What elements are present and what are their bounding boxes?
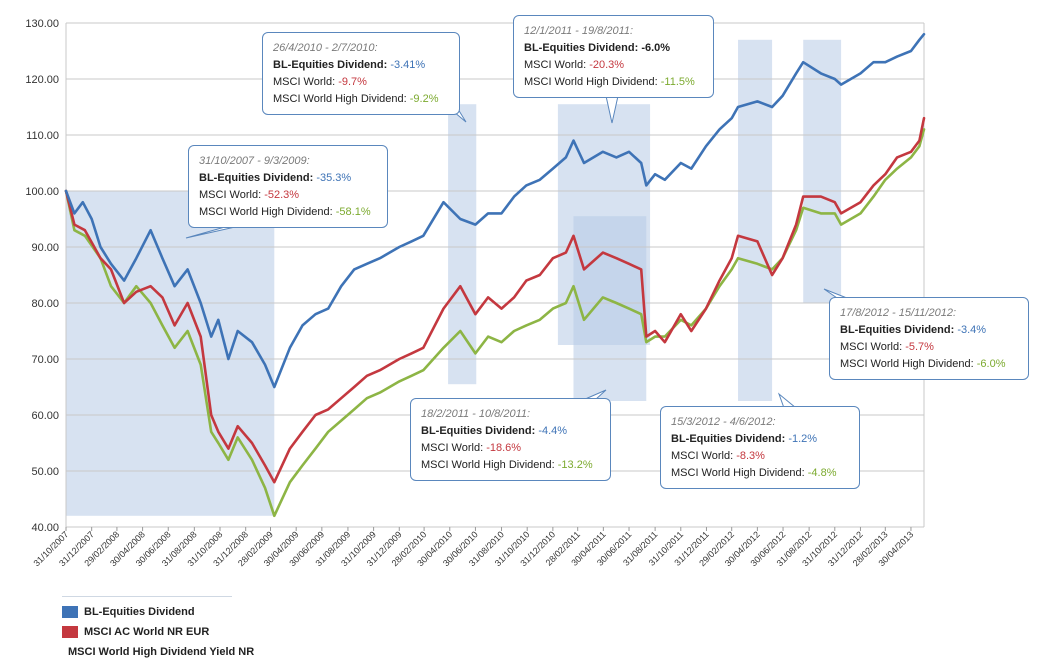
annotation-value-world: -9.7% <box>338 76 367 88</box>
annotation-label-bl: BL-Equities Dividend: <box>273 59 388 71</box>
shaded-period <box>738 39 773 402</box>
annotation-value-bl: -3.4% <box>957 324 987 336</box>
annotation-label-hd: MSCI World High Dividend: <box>199 206 333 218</box>
legend-divider <box>62 596 232 597</box>
annotation-value-hd: -11.5% <box>660 76 695 88</box>
annotation-label-world: MSCI World: <box>840 341 903 353</box>
annotation-label-bl: BL-Equities Dividend: <box>840 324 955 336</box>
annotation-callout: 26/4/2010 - 2/7/2010: BL-Equities Divide… <box>262 32 460 115</box>
annotation-callout: 31/10/2007 - 9/3/2009: BL-Equities Divid… <box>188 145 388 228</box>
annotation-label-hd: MSCI World High Dividend: <box>840 358 974 370</box>
legend-swatch <box>62 626 78 638</box>
annotation-value-bl: -4.4% <box>538 425 568 437</box>
annotation-value-world: -52.3% <box>264 189 300 201</box>
annotation-value-bl: -1.2% <box>788 433 818 445</box>
annotation-value-world: -18.6% <box>486 442 522 454</box>
annotation-label-world: MSCI World: <box>421 442 484 454</box>
annotation-label-bl: BL-Equities Dividend: <box>199 172 314 184</box>
annotation-label-world: MSCI World: <box>671 450 734 462</box>
annotation-label-world: MSCI World: <box>199 189 262 201</box>
annotation-value-hd: -9.2% <box>409 93 439 105</box>
annotation-period: 26/4/2010 - 2/7/2010: <box>273 42 378 54</box>
y-tick-label: 110.00 <box>26 130 59 142</box>
annotation-label-hd: MSCI World High Dividend: <box>524 76 658 88</box>
y-tick-label: 70.00 <box>31 354 59 366</box>
annotation-callout: 18/2/2011 - 10/8/2011: BL-Equities Divid… <box>410 398 611 481</box>
annotation-value-bl: -6.0% <box>641 42 671 54</box>
annotation-value-hd: -4.8% <box>807 467 837 479</box>
annotation-value-bl: -35.3% <box>316 172 352 184</box>
legend-item: BL-Equities Dividend <box>62 602 232 622</box>
annotation-label-hd: MSCI World High Dividend: <box>671 467 805 479</box>
annotation-label-bl: BL-Equities Dividend: <box>671 433 786 445</box>
y-tick-label: 120.00 <box>25 74 59 86</box>
legend-item: MSCI World High Dividend Yield NR <box>62 642 254 662</box>
series-line <box>64 116 926 484</box>
annotation-value-world: -5.7% <box>905 341 934 353</box>
legend-label: MSCI World High Dividend Yield NR <box>68 646 255 658</box>
y-tick-label: 50.00 <box>31 466 59 478</box>
annotation-label-hd: MSCI World High Dividend: <box>421 459 555 471</box>
series-lines <box>64 32 926 518</box>
legend-item: MSCI AC World NR EUR <box>62 622 232 642</box>
y-tick-label: 100.00 <box>25 186 59 198</box>
annotation-label-world: MSCI World: <box>273 76 336 88</box>
annotation-callout: 12/1/2011 - 19/8/2011: BL-Equities Divid… <box>513 15 714 98</box>
y-tick-label: 90.00 <box>31 242 59 254</box>
annotation-value-hd: -13.2% <box>557 459 593 471</box>
annotation-value-world: -8.3% <box>736 450 765 462</box>
series-line <box>64 32 926 389</box>
annotation-period: 18/2/2011 - 10/8/2011: <box>421 408 531 420</box>
legend-swatch <box>62 606 78 618</box>
annotation-period: 15/3/2012 - 4/6/2012: <box>671 416 776 428</box>
shaded-period <box>803 39 842 304</box>
y-tick-label: 130.00 <box>25 18 59 30</box>
annotation-period: 12/1/2011 - 19/8/2011: <box>524 25 634 37</box>
annotation-callout: 17/8/2012 - 15/11/2012: BL-Equities Divi… <box>829 297 1029 380</box>
legend-label: MSCI AC World NR EUR <box>84 626 210 638</box>
x-axis: 31/10/200731/12/200729/02/200830/04/2008… <box>31 527 915 568</box>
annotation-period: 31/10/2007 - 9/3/2009: <box>199 155 310 167</box>
shaded-period <box>448 104 477 385</box>
annotation-label-bl: BL-Equities Dividend: <box>421 425 536 437</box>
y-tick-label: 80.00 <box>31 298 59 310</box>
y-tick-label: 60.00 <box>31 410 59 422</box>
annotation-period: 17/8/2012 - 15/11/2012: <box>840 307 957 319</box>
annotation-value-hd: -58.1% <box>335 206 371 218</box>
annotation-callout: 15/3/2012 - 4/6/2012: BL-Equities Divide… <box>660 406 860 489</box>
legend: BL-Equities Dividend MSCI AC World NR EU… <box>62 596 254 662</box>
y-tick-label: 40.00 <box>31 522 59 534</box>
annotation-value-world: -20.3% <box>589 59 625 71</box>
legend-label: BL-Equities Dividend <box>84 606 195 618</box>
y-axis: 40.00 50.00 60.00 70.00 80.00 90.00 100.00 110.… <box>25 18 59 534</box>
shaded-period <box>573 216 647 401</box>
annotation-value-hd: -6.0% <box>976 358 1006 370</box>
annotation-label-hd: MSCI World High Dividend: <box>273 93 407 105</box>
annotation-label-bl: BL-Equities Dividend: <box>524 42 639 54</box>
annotation-label-world: MSCI World: <box>524 59 587 71</box>
annotation-value-bl: -3.41% <box>390 59 426 71</box>
